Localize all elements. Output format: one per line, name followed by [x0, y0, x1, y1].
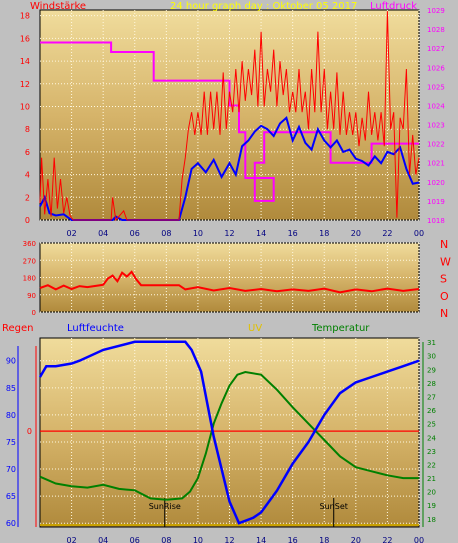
x-tick-label: 16 [288, 229, 298, 238]
direction-tick-label: 90 [27, 292, 36, 300]
y-tick-label-left: 14 [20, 57, 30, 66]
x-tick-label: 14 [256, 536, 266, 543]
y-tick-label-right: 1022 [427, 141, 445, 149]
x-tick-label: 10 [193, 229, 203, 238]
humidity-tick-label: 80 [6, 411, 16, 420]
compass-label: S [440, 273, 447, 286]
x-tick-label: 22 [382, 536, 392, 543]
y-tick-label-right: 1023 [427, 122, 445, 130]
y-tick-label-left: 10 [20, 102, 30, 111]
x-tick-label: 04 [98, 229, 108, 238]
humidity-line [38, 340, 420, 525]
wind-speed-label: Windstärke [30, 1, 86, 12]
x-tick-label: 04 [98, 536, 108, 543]
y-tick-label-right: 1025 [427, 83, 445, 91]
climate-panel-plot-area [39, 337, 420, 528]
temperature-tick-label: 23 [427, 448, 436, 456]
y-tick-label-right: 1018 [427, 217, 445, 225]
temperature-tick-label: 21 [427, 475, 436, 483]
x-tick-label: 14 [256, 229, 266, 238]
x-tick-label: 06 [130, 229, 140, 238]
compass-label: N [440, 238, 448, 251]
wind-line [39, 115, 420, 221]
temperature-tick-label: 24 [427, 434, 436, 442]
x-tick-label: 20 [351, 229, 361, 238]
temperature-tick-label: 18 [427, 516, 436, 524]
temperature-tick-label: 31 [427, 339, 436, 347]
x-tick-label: 12 [224, 536, 234, 543]
temperature-label: Temperatur [311, 323, 370, 334]
temperature-tick-label: 25 [427, 421, 436, 429]
y-tick-label-right: 1019 [427, 198, 445, 206]
x-tick-label: 06 [130, 536, 140, 543]
y-tick-label-right: 1028 [427, 26, 445, 34]
rain-label: Regen [2, 323, 34, 334]
y-tick-label-right: 1027 [427, 45, 445, 53]
x-tick-label: 10 [193, 536, 203, 543]
temperature-tick-label: 29 [427, 366, 436, 374]
x-tick-label: 02 [66, 229, 76, 238]
y-tick-label-right: 1024 [427, 102, 445, 110]
uv-label: UV [248, 323, 262, 334]
y-tick-label-left: 4 [25, 171, 30, 180]
direction-tick-label: 0 [32, 309, 36, 317]
x-tick-label: 20 [351, 536, 361, 543]
y-tick-label-left: 16 [20, 34, 30, 43]
y-tick-label-left: 6 [25, 148, 30, 157]
y-tick-label-left: 0 [25, 216, 30, 225]
humidity-tick-label: 70 [6, 465, 16, 474]
x-tick-label: 02 [66, 536, 76, 543]
humidity-tick-label: 65 [6, 492, 16, 501]
x-tick-label: 22 [382, 229, 392, 238]
temperature-line [39, 370, 419, 501]
sunset-label: SunSet [320, 502, 348, 511]
y-tick-label-left: 18 [20, 12, 30, 21]
x-tick-label: 18 [319, 229, 329, 238]
chart-title: 24 hour graph day : Oktober 05 2017 [170, 1, 357, 12]
y-tick-label-right: 1020 [427, 179, 445, 187]
x-tick-label: 00 [414, 536, 424, 543]
direction-tick-label: 270 [23, 257, 36, 265]
wind-direction-line [39, 270, 420, 294]
temperature-tick-label: 30 [427, 353, 436, 361]
temperature-tick-label: 19 [427, 502, 436, 510]
x-tick-label: 12 [224, 229, 234, 238]
x-tick-label: 08 [161, 229, 171, 238]
humidity-tick-label: 60 [6, 519, 16, 528]
compass-label: O [440, 290, 449, 303]
y-tick-label-left: 12 [20, 80, 30, 89]
humidity-tick-label: 85 [6, 384, 16, 393]
y-tick-label-right: 1021 [427, 160, 445, 168]
x-tick-label: 08 [161, 536, 171, 543]
x-tick-label: 18 [319, 536, 329, 543]
sunrise-label: SunRise [149, 502, 181, 511]
compass-label: N [440, 307, 448, 320]
x-tick-label: 00 [414, 229, 424, 238]
humidity-label: Luftfeuchte [67, 323, 124, 334]
temperature-tick-label: 26 [427, 407, 436, 415]
temperature-tick-label: 28 [427, 380, 436, 388]
temperature-tick-label: 27 [427, 393, 436, 401]
pressure-label: Luftdruck [370, 1, 417, 12]
rain-zero-label: 0 [27, 427, 32, 436]
x-tick-label: 16 [288, 536, 298, 543]
humidity-tick-label: 75 [6, 438, 16, 447]
gust-line [39, 11, 420, 222]
y-tick-label-right: 1029 [427, 7, 445, 15]
compass-label: W [440, 255, 451, 268]
y-tick-label-left: 8 [25, 125, 30, 134]
direction-tick-label: 180 [23, 275, 36, 283]
humidity-tick-label: 90 [6, 357, 16, 366]
direction-tick-label: 360 [23, 240, 36, 248]
y-tick-label-left: 2 [25, 193, 30, 202]
temperature-tick-label: 20 [427, 489, 436, 497]
y-tick-label-right: 1026 [427, 64, 445, 72]
temperature-tick-label: 22 [427, 461, 436, 469]
